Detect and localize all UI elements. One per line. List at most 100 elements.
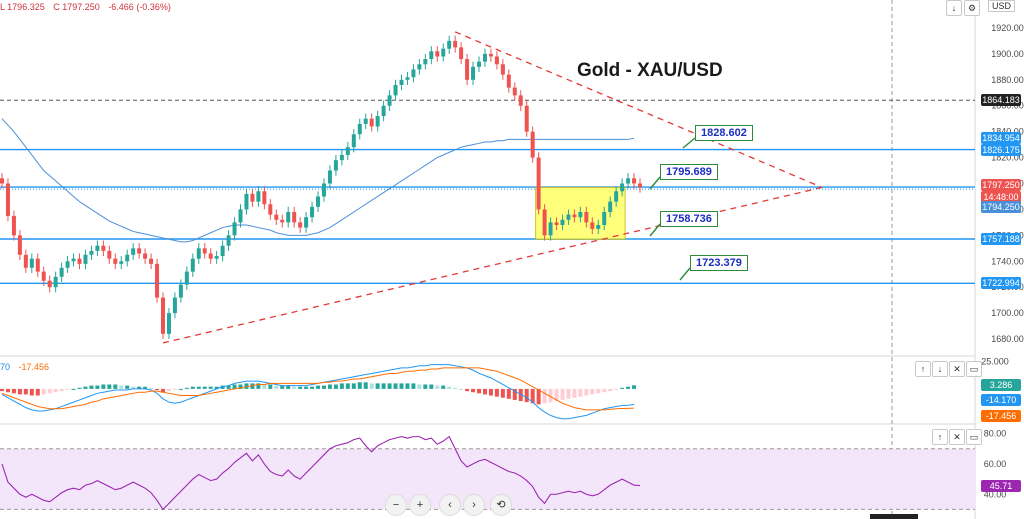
- moving-average-line: [1, 118, 635, 243]
- candle-body: [608, 201, 613, 213]
- zoom-out-button[interactable]: −: [385, 494, 407, 516]
- candle-body: [190, 258, 195, 272]
- macd-histogram-bar: [59, 388, 64, 392]
- candle-body: [0, 178, 4, 184]
- candle-body: [11, 215, 16, 236]
- price-label: 1864.183: [981, 94, 1021, 107]
- macd-histogram-bar: [232, 384, 237, 389]
- candle-body: [107, 250, 112, 259]
- macd-histogram-bar: [71, 388, 76, 390]
- rsi-tick: 80.00: [984, 429, 1007, 439]
- rsi-maximize-icon[interactable]: ▭: [966, 429, 982, 445]
- macd-histogram-bar: [506, 388, 511, 399]
- macd-histogram-bar: [125, 385, 130, 389]
- macd-histogram-bar: [238, 384, 243, 389]
- candle-body: [572, 214, 577, 218]
- candle-body: [77, 258, 82, 264]
- macd-histogram-bar: [95, 385, 100, 389]
- candle-body: [524, 105, 529, 132]
- zoom-in-button[interactable]: +: [409, 494, 431, 516]
- scroll-left-button[interactable]: ‹: [439, 494, 461, 516]
- macd-histogram-bar: [387, 383, 392, 389]
- macd-histogram-bar: [220, 385, 225, 389]
- candle-body: [506, 74, 511, 88]
- candle-body: [632, 178, 637, 184]
- macd-histogram-bar: [184, 387, 189, 389]
- pane-down-icon[interactable]: ↓: [932, 361, 948, 377]
- macd-histogram-bar: [250, 383, 255, 389]
- pane-close-icon[interactable]: ✕: [949, 361, 965, 377]
- price-tick: 1740.000: [991, 256, 1024, 266]
- candle-body: [238, 209, 243, 223]
- reset-chart-button[interactable]: ⟲: [490, 494, 512, 516]
- candle-body: [113, 258, 118, 264]
- price-label: 1826.175: [981, 143, 1021, 156]
- macd-histogram-bar: [83, 386, 88, 389]
- currency-button[interactable]: USD: [988, 0, 1016, 12]
- settings-icon[interactable]: ⚙: [964, 0, 980, 16]
- candle-body: [393, 84, 398, 96]
- candle-body: [101, 245, 106, 251]
- macd-histogram-bar: [482, 388, 487, 395]
- candle-body: [256, 191, 261, 202]
- candle-body: [500, 64, 505, 75]
- pane-up-icon[interactable]: ↑: [915, 361, 931, 377]
- macd-histogram-bar: [280, 385, 285, 389]
- candle-body: [47, 280, 52, 288]
- candle-body: [137, 248, 142, 254]
- candle-body: [417, 64, 422, 70]
- macd-histogram-bar: [327, 384, 332, 389]
- rsi-close-icon[interactable]: ✕: [949, 429, 965, 445]
- macd-histogram-bar: [339, 383, 344, 389]
- chart-title: Gold - XAU/USD: [577, 60, 723, 81]
- macd-histogram-bar: [77, 387, 82, 389]
- candle-body: [482, 53, 487, 62]
- macd-histogram-bar: [304, 386, 309, 389]
- candle-body: [166, 313, 171, 334]
- candle-body: [17, 235, 22, 255]
- candle-body: [339, 154, 344, 161]
- candle-body: [381, 105, 386, 117]
- rsi-tick: 40.00: [984, 489, 1007, 499]
- candle-body: [232, 222, 237, 236]
- candle-body: [554, 222, 559, 225]
- macd-histogram-bar: [107, 384, 112, 389]
- macd-value-label: -14.170: [981, 393, 1021, 406]
- macd-legend-period: 70: [0, 362, 11, 372]
- candle-body: [250, 193, 255, 202]
- macd-histogram-bar: [632, 385, 637, 389]
- macd-histogram-bar: [5, 388, 10, 393]
- macd-histogram-bar: [560, 388, 565, 400]
- candle-body: [435, 51, 440, 57]
- macd-histogram-bar: [524, 388, 529, 403]
- candle-body: [345, 147, 350, 155]
- candle-body: [53, 276, 58, 288]
- macd-histogram-bar: [453, 387, 458, 389]
- scroll-right-button[interactable]: ›: [463, 494, 485, 516]
- candle-body: [184, 271, 189, 285]
- candle-body: [292, 212, 297, 223]
- macd-histogram-bar: [113, 384, 118, 389]
- candle-body: [35, 258, 40, 272]
- candle-body: [560, 219, 565, 225]
- macd-histogram-bar: [584, 388, 589, 396]
- rsi-up-icon[interactable]: ↑: [932, 429, 948, 445]
- macd-tick: 25.000: [981, 356, 1009, 366]
- candle-body: [327, 170, 332, 184]
- candle-body: [399, 79, 404, 85]
- candle-body: [214, 256, 219, 259]
- macd-histogram-bar: [166, 388, 171, 392]
- callout-1828: 1828.602: [695, 125, 753, 141]
- candle-body: [143, 253, 148, 259]
- candle-body: [351, 134, 356, 148]
- arrow-down-icon[interactable]: ↓: [946, 0, 962, 16]
- candle-body: [83, 254, 88, 264]
- pane-maximize-icon[interactable]: ▭: [966, 361, 982, 377]
- candle-body: [542, 209, 547, 236]
- price-label: 1722.994: [981, 277, 1021, 290]
- macd-histogram-bar: [626, 386, 631, 389]
- macd-legend: 70 -17.456: [0, 362, 49, 372]
- price-tick: 1700.000: [991, 308, 1024, 318]
